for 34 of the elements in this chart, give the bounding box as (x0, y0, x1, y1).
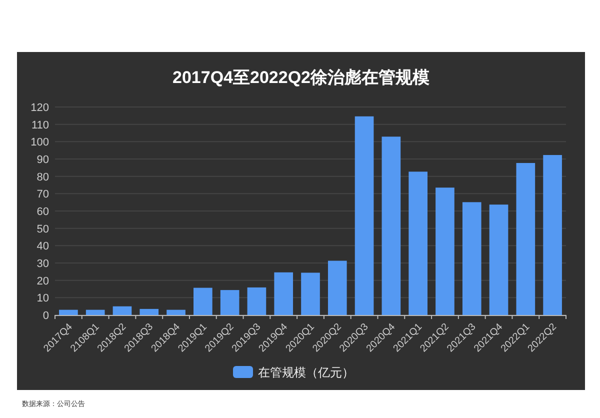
bar (436, 188, 454, 315)
bar (516, 162, 536, 315)
y-tick-label: 50 (36, 223, 49, 236)
bar (86, 310, 105, 315)
bar (112, 306, 132, 315)
bar (140, 308, 159, 315)
bar (408, 172, 428, 315)
bar (274, 272, 294, 315)
y-tick-label: 120 (30, 102, 49, 114)
y-tick-label: 0 (42, 310, 49, 322)
y-tick-label: 110 (31, 119, 49, 132)
y-tick-label: 60 (36, 206, 49, 218)
y-tick-label: 10 (36, 292, 49, 305)
bar (194, 288, 212, 315)
bar (328, 260, 347, 315)
bar (382, 136, 401, 315)
y-tick-label: 70 (36, 188, 49, 201)
bar (354, 116, 374, 315)
bar (489, 204, 508, 315)
bar (247, 287, 266, 315)
bar (301, 272, 320, 315)
y-tick-label: 100 (30, 136, 49, 149)
bar (166, 310, 186, 315)
y-tick-label: 90 (36, 154, 49, 166)
bar (59, 310, 78, 315)
chart-title: 2017Q4至2022Q2徐治彪在管规模 (172, 68, 430, 87)
y-tick-label: 30 (36, 258, 49, 270)
bar (220, 290, 240, 315)
y-tick-label: 20 (36, 275, 49, 288)
bar (462, 202, 482, 315)
bar (543, 155, 562, 315)
y-tick-label: 80 (36, 171, 49, 184)
y-tick-label: 40 (36, 240, 49, 253)
legend-label: 在管规模（亿元） (258, 366, 354, 380)
